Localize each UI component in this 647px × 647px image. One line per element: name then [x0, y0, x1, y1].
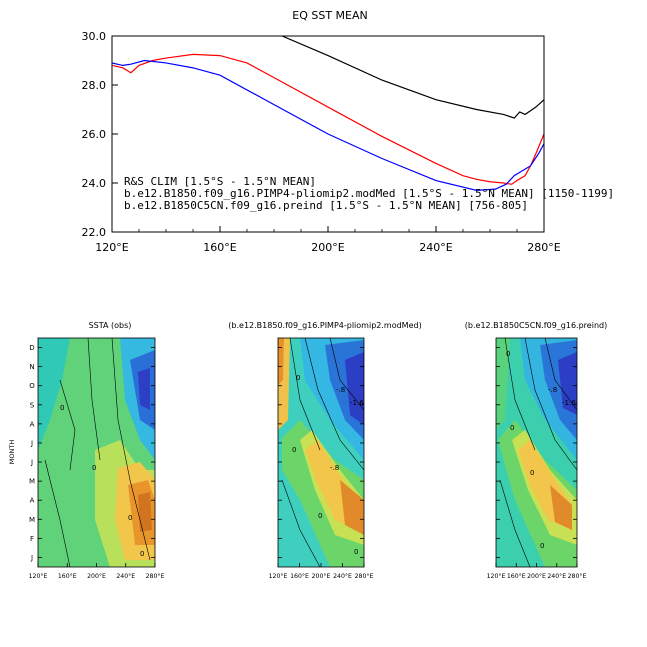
x-tick-label: 240°E	[116, 572, 135, 580]
hottest-region	[138, 492, 152, 532]
panel-title-obs: SSTA (obs)	[89, 321, 132, 330]
contour-label: 0	[296, 374, 300, 382]
hot-region	[278, 338, 284, 385]
x-tick-label: 160°E	[507, 572, 526, 580]
contour-label: -.8	[548, 386, 557, 394]
contour-label: 0	[540, 542, 544, 550]
eq-sst-mean-chart: EQ SST MEAN 120°E 160°E 200°E 240°E 280°E 22.…	[82, 9, 615, 254]
y-tick-label: 26.0	[82, 128, 107, 141]
x-tick-label: 160°E	[58, 572, 77, 580]
x-tick-label: 160°E	[203, 241, 236, 254]
panel-ticks: 120°E 160°E 200°E 240°E 280°E	[269, 347, 374, 580]
contour-lines	[281, 338, 364, 567]
panel-ssta-obs: SSTA (obs) MONTH 120°E 160°E 200°E 240°E 280…	[8, 321, 164, 580]
x-tick-label: 280°E	[527, 241, 560, 254]
contour-label: 0	[354, 548, 358, 556]
contour-label: 0	[128, 514, 132, 522]
series-group	[112, 36, 544, 191]
y-tick-label: 22.0	[82, 226, 107, 239]
legend-entry-1: b.e12.B1850.f09_g16.PIMP4-pliomip2.modMe…	[124, 187, 614, 200]
cool-region	[38, 338, 70, 450]
x-tick-label: 280°E	[355, 572, 374, 580]
x-tick-label: 200°E	[312, 572, 331, 580]
coldest-region	[345, 352, 364, 425]
x-tick-label: 160°E	[290, 572, 309, 580]
month-label: M	[29, 478, 35, 486]
x-tick-label: 120°E	[487, 572, 506, 580]
x-tick-label: 120°E	[95, 241, 128, 254]
hot-region	[550, 485, 572, 530]
series-line-0	[112, 53, 544, 185]
contour-label: -1.6	[562, 399, 576, 407]
panel-title-preind: (b.e12.B1850C5CN.f09_g16.preind)	[465, 321, 607, 330]
coldest-region	[558, 352, 577, 415]
month-label: M	[29, 516, 35, 524]
month-label: O	[29, 382, 35, 390]
month-label: A	[30, 420, 35, 428]
y-tick-label: 24.0	[82, 177, 107, 190]
month-label: A	[30, 497, 35, 505]
y-tick-label: 30.0	[82, 30, 107, 43]
chart-title: EQ SST MEAN	[292, 9, 367, 22]
x-tick-label: 240°E	[547, 572, 566, 580]
month-label: J	[30, 554, 33, 562]
axis-ticks: 120°E 160°E 200°E 240°E 280°E 22.0 24.0 26.0 28.…	[82, 30, 561, 254]
month-axis-label: MONTH	[8, 440, 16, 465]
x-tick-label: 120°E	[269, 572, 288, 580]
month-label: J	[30, 459, 33, 467]
series-line-1	[281, 36, 544, 119]
panel-pliomip2: (b.e12.B1850.f09_g16.PIMP4-pliomip2.modM…	[228, 321, 421, 580]
x-tick-label: 200°E	[527, 572, 546, 580]
x-tick-label: 200°E	[311, 241, 344, 254]
legend-entry-2: b.e12.B1850C5CN.f09_g16.preind [1.5°S - …	[124, 199, 528, 212]
series-line-2	[112, 59, 544, 191]
coldest-region	[138, 368, 150, 410]
month-label: J	[30, 439, 33, 447]
month-label: N	[29, 363, 34, 371]
legend: R&S CLIM [1.5°S - 1.5°N MEAN]b.e12.B1850…	[124, 175, 614, 212]
panel-title-pliomip2: (b.e12.B1850.f09_g16.PIMP4-pliomip2.modM…	[228, 321, 421, 330]
contour-label: 0	[92, 464, 96, 472]
panel-ticks: 120°E 160°E 200°E 240°E 280°E J F M A M J J A S O N D	[29, 344, 165, 580]
contour-label: -.8	[336, 386, 345, 394]
panel-ticks: 120°E 160°E 200°E 240°E 280°E	[487, 347, 587, 580]
x-tick-label: 200°E	[87, 572, 106, 580]
contour-label: 0	[292, 446, 296, 454]
contour-label: 0	[60, 404, 64, 412]
panel-preind: (b.e12.B1850C5CN.f09_g16.preind) 120°E 16…	[465, 321, 607, 580]
contour-label: 0	[318, 512, 322, 520]
x-tick-label: 240°E	[419, 241, 452, 254]
warm-region	[496, 338, 510, 430]
contour-label: 0	[506, 350, 510, 358]
contour-label: 0	[140, 550, 144, 558]
x-tick-label: 120°E	[29, 572, 48, 580]
x-tick-label: 280°E	[146, 572, 165, 580]
contour-lines	[44, 338, 151, 567]
month-label: S	[30, 401, 35, 409]
x-tick-label: 240°E	[333, 572, 352, 580]
legend-entry-0: R&S CLIM [1.5°S - 1.5°N MEAN]	[124, 175, 316, 188]
month-label: D	[29, 344, 34, 352]
contour-label: -.8	[330, 464, 339, 472]
x-tick-label: 280°E	[568, 572, 587, 580]
hot-region	[340, 480, 364, 535]
contour-label: -1.6	[350, 399, 364, 407]
y-tick-label: 28.0	[82, 79, 107, 92]
contour-label: 0	[510, 424, 514, 432]
month-label: F	[30, 535, 34, 543]
contour-label: 0	[530, 469, 534, 477]
contour-lines	[499, 338, 577, 567]
